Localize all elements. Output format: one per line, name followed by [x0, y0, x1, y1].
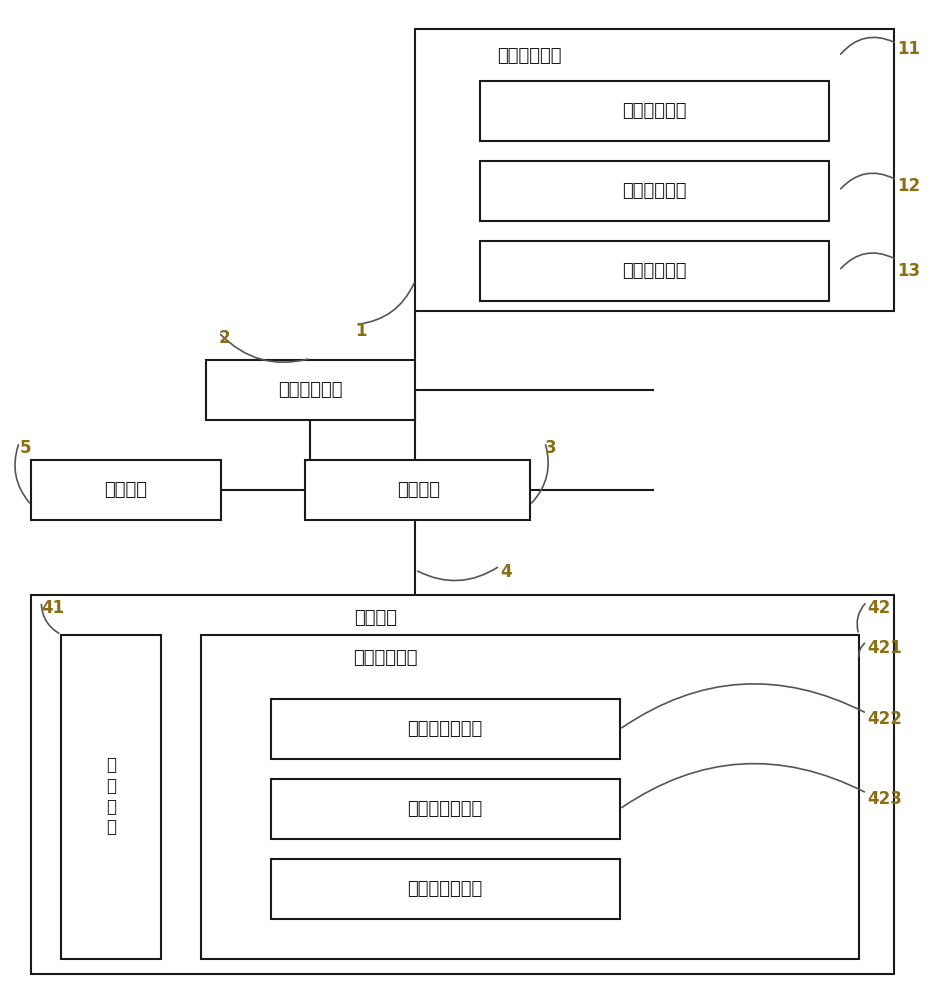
Bar [305, 460, 529, 520]
Text: 11: 11 [896, 40, 919, 58]
Bar [479, 241, 828, 301]
Text: 422: 422 [866, 710, 900, 728]
Bar [479, 161, 828, 221]
Text: 423: 423 [866, 790, 900, 808]
Text: 2: 2 [218, 329, 230, 347]
Bar [271, 859, 619, 919]
Text: 第二获取模块: 第二获取模块 [278, 381, 343, 399]
Bar [31, 460, 221, 520]
Bar [206, 360, 415, 420]
Bar [479, 81, 828, 141]
Text: 处理模块: 处理模块 [396, 481, 439, 499]
Text: 421: 421 [866, 639, 900, 657]
Text: 气流控制子单元: 气流控制子单元 [407, 880, 482, 898]
Bar [271, 779, 619, 839]
Text: 3: 3 [544, 439, 556, 457]
Text: 第三采集单元: 第三采集单元 [622, 262, 686, 280]
Text: 5: 5 [20, 439, 31, 457]
Text: 4: 4 [500, 563, 511, 581]
Text: 输出模块: 输出模块 [354, 609, 396, 627]
Text: 选择模块: 选择模块 [105, 481, 147, 499]
Text: 湿度控制子单元: 湿度控制子单元 [407, 800, 482, 818]
Text: 播
放
单
元: 播 放 单 元 [106, 756, 116, 836]
Bar [415, 29, 893, 311]
Text: 1: 1 [355, 322, 367, 340]
Text: 13: 13 [896, 262, 919, 280]
Text: 41: 41 [41, 599, 65, 617]
Bar [31, 595, 893, 974]
Text: 第二采集单元: 第二采集单元 [622, 182, 686, 200]
Text: 第一获取模块: 第一获取模块 [497, 47, 562, 65]
Text: 温度控制子单元: 温度控制子单元 [407, 720, 482, 738]
Text: 12: 12 [896, 177, 919, 195]
Bar [200, 635, 858, 959]
Bar [61, 635, 161, 959]
Text: 气候模拟单元: 气候模拟单元 [353, 649, 417, 667]
Text: 42: 42 [866, 599, 889, 617]
Text: 第一采集单元: 第一采集单元 [622, 102, 686, 120]
Bar [271, 699, 619, 759]
